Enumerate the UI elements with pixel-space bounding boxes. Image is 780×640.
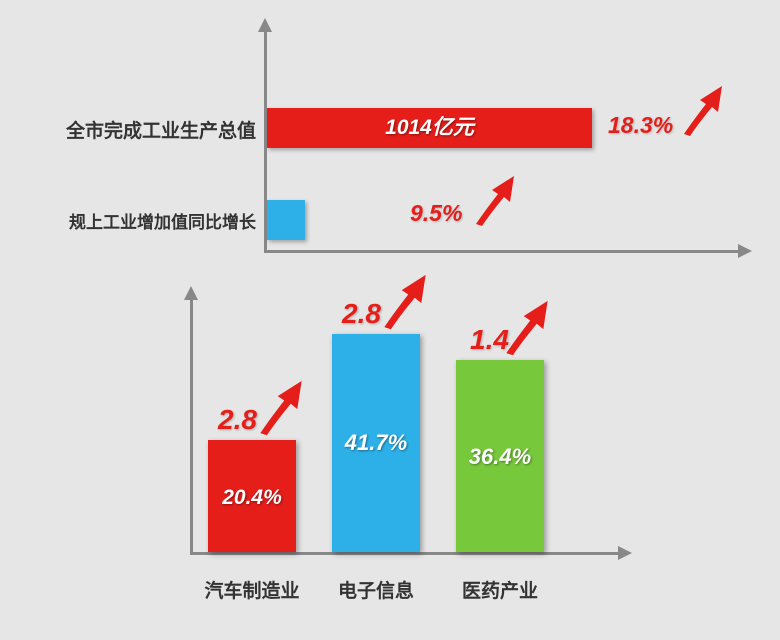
vbar-auto-pct: 20.4% (208, 486, 296, 510)
vbar-pharma-arrow-icon (502, 296, 552, 358)
vbar-pharma-category: 医药产业 (452, 576, 548, 603)
vbar-auto: 20.4% (208, 440, 296, 552)
vbar-auto-category: 汽车制造业 (196, 576, 308, 603)
vbar-electronics-pct: 41.7% (332, 430, 420, 456)
bottom-x-axis-arrow (618, 546, 632, 560)
bottom-x-axis (190, 552, 620, 555)
vbar-electronics-topval: 2.8 (342, 298, 381, 330)
vbar-auto-arrow-icon (256, 376, 306, 438)
vbar-pharma-pct: 36.4% (456, 444, 544, 470)
vbar-electronics: 41.7% (332, 334, 420, 552)
bottom-y-axis-arrow (184, 286, 198, 300)
bottom-vertical-chart: 20.4% 2.8 汽车制造业 41.7% 2.8 电子信息 36.4% 1.4… (0, 0, 780, 640)
vbar-auto-topval: 2.8 (218, 404, 257, 436)
vbar-electronics-arrow-icon (380, 270, 430, 332)
bottom-y-axis (190, 296, 193, 552)
vbar-pharma: 36.4% (456, 360, 544, 552)
vbar-electronics-category: 电子信息 (328, 576, 424, 603)
